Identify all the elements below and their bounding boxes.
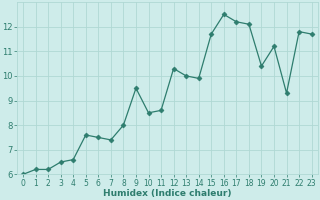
- X-axis label: Humidex (Indice chaleur): Humidex (Indice chaleur): [103, 189, 232, 198]
